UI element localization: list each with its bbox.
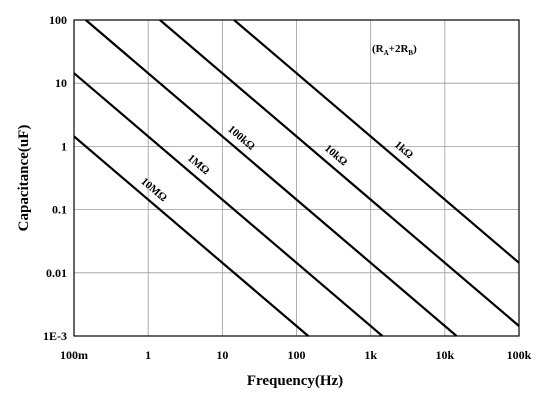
series-line bbox=[73, 72, 384, 337]
y-tick-label: 1 bbox=[61, 139, 67, 153]
series-line bbox=[159, 19, 520, 327]
x-axis-title: Frequency(Hz) bbox=[247, 373, 343, 389]
series-line bbox=[85, 19, 458, 337]
x-tick-label: 10 bbox=[216, 348, 228, 362]
series-line bbox=[73, 135, 309, 337]
series-label: 10MΩ bbox=[138, 176, 169, 205]
series-line bbox=[233, 19, 520, 264]
x-tick-label: 100k bbox=[507, 348, 532, 362]
tick-labels: 100m 1 10 100 1k 10k 100k 1E-3 0.01 0.1 1 10 100 bbox=[43, 13, 532, 362]
x-tick-label: 100m bbox=[60, 348, 88, 362]
plot-frame bbox=[73, 19, 520, 337]
y-tick-label: 100 bbox=[49, 13, 67, 27]
series-label: 100kΩ bbox=[225, 123, 257, 153]
x-tick-label: 1 bbox=[145, 348, 151, 362]
x-tick-label: 100 bbox=[288, 348, 306, 362]
series-lines bbox=[73, 19, 520, 337]
y-tick-label: 0.01 bbox=[46, 266, 67, 280]
y-tick-label: 10 bbox=[55, 76, 67, 90]
x-tick-label: 1k bbox=[364, 348, 377, 362]
y-tick-label: 0.1 bbox=[52, 203, 67, 217]
y-axis-title: Capacitance(uF) bbox=[16, 125, 32, 232]
x-tick-label: 10k bbox=[435, 348, 454, 362]
y-tick-label: 1E-3 bbox=[43, 329, 67, 343]
formula-annotation: (RA+2RB) bbox=[372, 43, 417, 57]
series-label: 1MΩ bbox=[185, 152, 212, 177]
